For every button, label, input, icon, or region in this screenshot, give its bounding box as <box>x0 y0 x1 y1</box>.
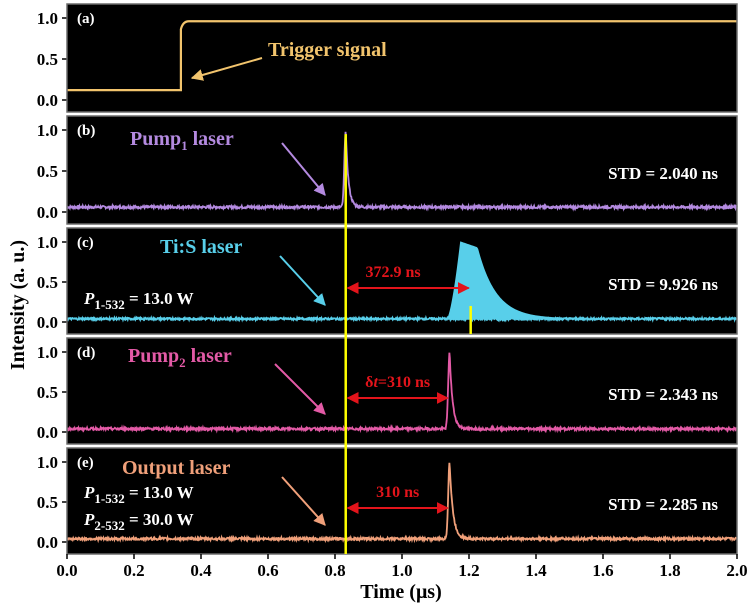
y-tick-label: 0.5 <box>37 493 58 512</box>
annotation-arrow <box>281 142 326 196</box>
y-tick-label: 0.0 <box>37 313 58 332</box>
annotation-arrow <box>190 57 263 81</box>
y-axis-title: Intensity (a. u.) <box>7 240 29 370</box>
panel-e: 0.0 0.5 1.0 (e) Output laser STD = 2.285 ns P1… <box>37 447 738 555</box>
power-label: P2-532 = 30.0 W <box>83 510 194 533</box>
power-label: P1-532 = 13.0 W <box>83 483 194 506</box>
series-line <box>67 20 737 92</box>
x-tick-label: 0.0 <box>56 561 77 580</box>
plot-area <box>67 228 737 334</box>
panel-frame <box>66 337 738 445</box>
x-tick-label: 0.8 <box>324 561 345 580</box>
series-annotation: Pump1 laser <box>130 128 234 153</box>
annotation-arrow <box>274 363 326 415</box>
y-tick-label: 0.0 <box>37 423 58 442</box>
x-tick-label: 0.4 <box>190 561 212 580</box>
x-tick-label: 1.8 <box>659 561 680 580</box>
panel-label: (d) <box>77 345 95 361</box>
series-envelope <box>446 241 579 320</box>
panel-label: (c) <box>77 235 94 251</box>
dimension-label: 310 ns <box>376 484 419 501</box>
x-tick-label: 0.6 <box>257 561 278 580</box>
series-annotation: Ti:S laser <box>160 236 243 258</box>
x-tick-label: 1.0 <box>391 561 412 580</box>
y-tick-label: 1.0 <box>37 233 58 252</box>
y-tick-label: 0.5 <box>37 383 58 402</box>
std-label: STD = 9.926 ns <box>608 275 718 294</box>
dimension-label: δt=310 ns <box>365 374 430 391</box>
y-tick-label: 1.0 <box>37 453 58 472</box>
y-tick-label: 0.0 <box>37 203 58 222</box>
y-tick-label: 1.0 <box>37 121 58 140</box>
std-label: STD = 2.040 ns <box>608 164 718 183</box>
panel-d: 0.0 0.5 1.0 (d) Pump2 laser STD = 2.343 ns <box>37 337 738 445</box>
annotation-arrow <box>279 255 326 306</box>
panel-frame <box>66 3 738 113</box>
panel-label: (b) <box>77 123 95 139</box>
series-annotation: Trigger signal <box>268 39 387 61</box>
y-tick-label: 0.0 <box>37 533 58 552</box>
y-tick-label: 0.5 <box>37 273 58 292</box>
dimension-label: 372.9 ns <box>365 264 420 281</box>
y-tick-label: 1.0 <box>37 9 58 28</box>
panel-c: 0.0 0.5 1.0 (c) Ti:S laser STD = 9.926 ns P1-5… <box>37 227 738 335</box>
std-label: STD = 2.343 ns <box>608 385 718 404</box>
y-tick-label: 0.0 <box>37 91 58 110</box>
power-label: P1-532 = 13.0 W <box>83 289 194 312</box>
x-axis-title: Time (μs) <box>360 581 442 603</box>
x-tick-label: 1.6 <box>592 561 613 580</box>
panel-frame <box>66 227 738 335</box>
series-annotation: Pump2 laser <box>128 345 232 370</box>
x-tick-label: 1.2 <box>458 561 479 580</box>
std-label: STD = 2.285 ns <box>608 495 718 514</box>
panel-frame <box>66 115 738 225</box>
x-tick-label: 1.4 <box>525 561 547 580</box>
plot-area <box>67 448 737 554</box>
series-line <box>66 352 738 434</box>
x-tick-label: 0.2 <box>123 561 144 580</box>
series-line <box>66 131 738 212</box>
series-baseline <box>66 314 738 324</box>
y-tick-label: 0.5 <box>37 162 58 181</box>
plot-area <box>67 338 737 444</box>
y-tick-label: 1.0 <box>37 343 58 362</box>
series-annotation: Output laser <box>122 457 230 479</box>
series-line <box>66 462 738 544</box>
annotation-arrow <box>281 476 326 526</box>
panel-b: 0.0 0.5 1.0 (b) Pump1 laser STD = 2.040 ns <box>37 115 738 225</box>
panel-a: 0.0 0.5 1.0 (a) Trigger signal <box>37 3 738 113</box>
y-tick-label: 0.5 <box>37 50 58 69</box>
panel-label: (e) <box>77 455 94 471</box>
panel-label: (a) <box>77 11 95 27</box>
x-tick-label: 2.0 <box>726 561 747 580</box>
